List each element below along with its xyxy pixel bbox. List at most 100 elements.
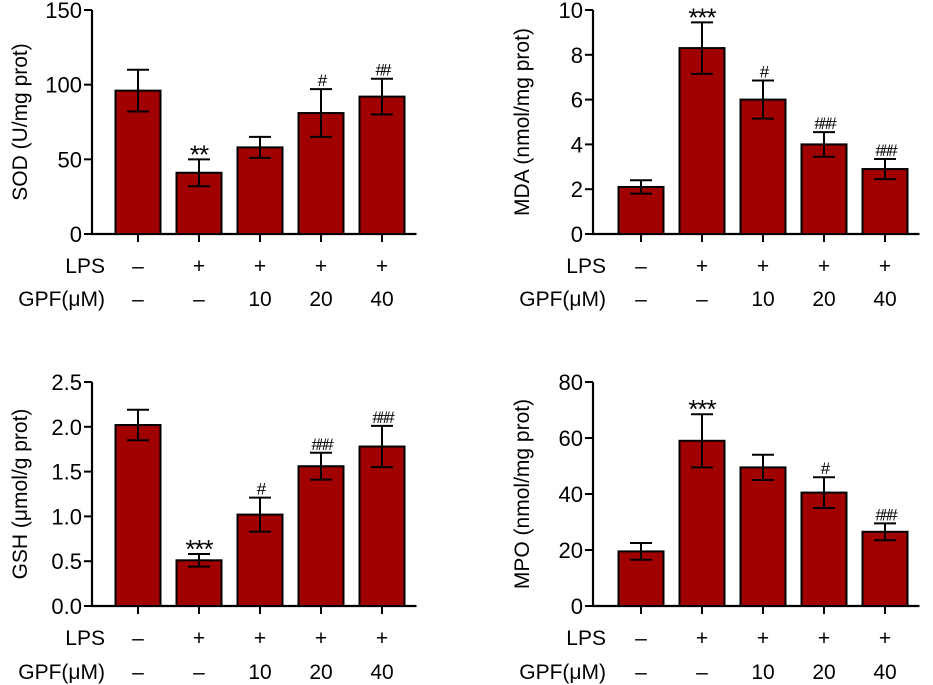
significance-label: ***	[688, 394, 716, 424]
gpf-condition-label: 40	[370, 661, 393, 684]
lps-condition-label: –	[132, 627, 144, 650]
y-tick-label: 6	[571, 88, 583, 113]
lps-condition-label: –	[132, 255, 144, 278]
significance-label: #	[257, 480, 267, 499]
bar	[800, 491, 848, 608]
lps-condition-label: +	[696, 627, 708, 650]
gpf-condition-label: 40	[370, 288, 393, 311]
bar	[358, 445, 406, 607]
y-tick-label: 80	[559, 370, 583, 395]
lps-condition-label: +	[757, 627, 769, 650]
significance-label: ###	[814, 114, 837, 133]
bar	[358, 95, 406, 236]
significance-label: ***	[688, 2, 716, 32]
lps-condition-label: +	[757, 255, 769, 278]
y-tick-label: 10	[559, 0, 583, 23]
gpf-condition-label: –	[193, 288, 205, 311]
gpf-condition-label: 10	[751, 661, 774, 684]
row-label-gpf: GPF(μM)	[519, 661, 606, 684]
chart-panel-bottom-left: 0.0 0.5 1.0 1.5 2.0 2.5 GSH (μmol/g prot) – – ***…	[9, 370, 417, 684]
lps-condition-label: +	[818, 255, 830, 278]
gpf-condition-label: 10	[751, 288, 774, 311]
significance-label: #	[318, 71, 328, 90]
gpf-condition-label: 40	[873, 661, 896, 684]
lps-condition-label: +	[193, 255, 205, 278]
lps-condition-label: +	[879, 627, 891, 650]
row-label-lps: LPS	[65, 627, 105, 650]
y-tick-label: 0.5	[51, 549, 82, 574]
lps-condition-label: –	[635, 255, 647, 278]
significance-label: ##	[376, 61, 392, 80]
bar	[297, 465, 345, 607]
gpf-condition-label: –	[132, 288, 144, 311]
row-label-gpf: GPF(μM)	[18, 661, 105, 684]
y-tick-label: 50	[58, 147, 82, 172]
gpf-condition-label: 10	[248, 661, 271, 684]
y-tick-label: 4	[571, 132, 583, 157]
gpf-condition-label: –	[635, 661, 647, 684]
lps-condition-label: +	[193, 627, 205, 650]
lps-condition-label: +	[254, 627, 266, 650]
chart-panel-top-right: 0 2 4 6 8 10 MDA (nmol/mg prot) – – *** + – # +10 ### +…	[511, 0, 920, 311]
lps-condition-label: +	[879, 255, 891, 278]
y-axis-label: MPO (nmol/mg prot)	[511, 399, 534, 589]
y-tick-label: 150	[45, 0, 82, 23]
y-axis-label: MDA (nmol/mg prot)	[511, 28, 534, 216]
significance-label: ###	[875, 141, 898, 160]
chart-panel-top-left: 0 50 100 150 SOD (U/mg prot) – – ** + – +10 # +20 ## +…	[9, 0, 417, 311]
gpf-condition-label: 20	[812, 661, 835, 684]
y-tick-label: 100	[45, 73, 82, 98]
lps-condition-label: +	[315, 627, 327, 650]
y-tick-label: 0	[70, 222, 82, 247]
gpf-condition-label: 20	[309, 661, 332, 684]
lps-condition-label: +	[376, 255, 388, 278]
bar	[739, 98, 787, 235]
gpf-condition-label: –	[635, 288, 647, 311]
significance-label: **	[190, 139, 209, 169]
bar	[861, 530, 909, 607]
row-label-gpf: GPF(μM)	[18, 288, 105, 311]
y-tick-label: 60	[559, 426, 583, 451]
row-label-lps: LPS	[566, 255, 606, 278]
gpf-condition-label: 20	[309, 288, 332, 311]
y-tick-label: 20	[559, 538, 583, 563]
gpf-condition-label: 20	[812, 288, 835, 311]
bar	[800, 143, 848, 235]
row-label-gpf: GPF(μM)	[519, 288, 606, 311]
y-axis-label: GSH (μmol/g prot)	[9, 409, 32, 580]
row-label-lps: LPS	[65, 255, 105, 278]
significance-label: #	[821, 459, 831, 478]
y-tick-label: 1.5	[51, 460, 82, 485]
gpf-condition-label: –	[193, 661, 205, 684]
significance-label: #	[760, 63, 770, 82]
y-tick-label: 0	[571, 222, 583, 247]
y-tick-label: 0	[571, 594, 583, 619]
row-label-lps: LPS	[566, 627, 606, 650]
bar	[678, 47, 726, 235]
bar	[114, 424, 162, 607]
y-tick-label: 8	[571, 43, 583, 68]
gpf-condition-label: 40	[873, 288, 896, 311]
bar	[739, 466, 787, 607]
lps-condition-label: +	[376, 627, 388, 650]
gpf-condition-label: –	[696, 661, 708, 684]
y-tick-label: 40	[559, 482, 583, 507]
y-axis-label: SOD (U/mg prot)	[9, 43, 32, 201]
lps-condition-label: +	[818, 627, 830, 650]
significance-label: ###	[372, 408, 395, 427]
y-tick-label: 0.0	[51, 594, 82, 619]
lps-condition-label: +	[315, 255, 327, 278]
significance-label: ###	[311, 435, 334, 454]
y-tick-label: 2.5	[51, 370, 82, 395]
gpf-condition-label: –	[132, 661, 144, 684]
gpf-condition-label: 10	[248, 288, 271, 311]
lps-condition-label: –	[635, 627, 647, 650]
gpf-condition-label: –	[696, 288, 708, 311]
lps-condition-label: +	[696, 255, 708, 278]
y-tick-label: 2.0	[51, 415, 82, 440]
bar	[617, 185, 665, 236]
significance-label: ***	[185, 534, 213, 564]
chart-panel-bottom-right: 0 20 40 60 80 MPO (nmol/mg prot) – – *** + – +10 # +2…	[511, 370, 920, 684]
lps-condition-label: +	[254, 255, 266, 278]
